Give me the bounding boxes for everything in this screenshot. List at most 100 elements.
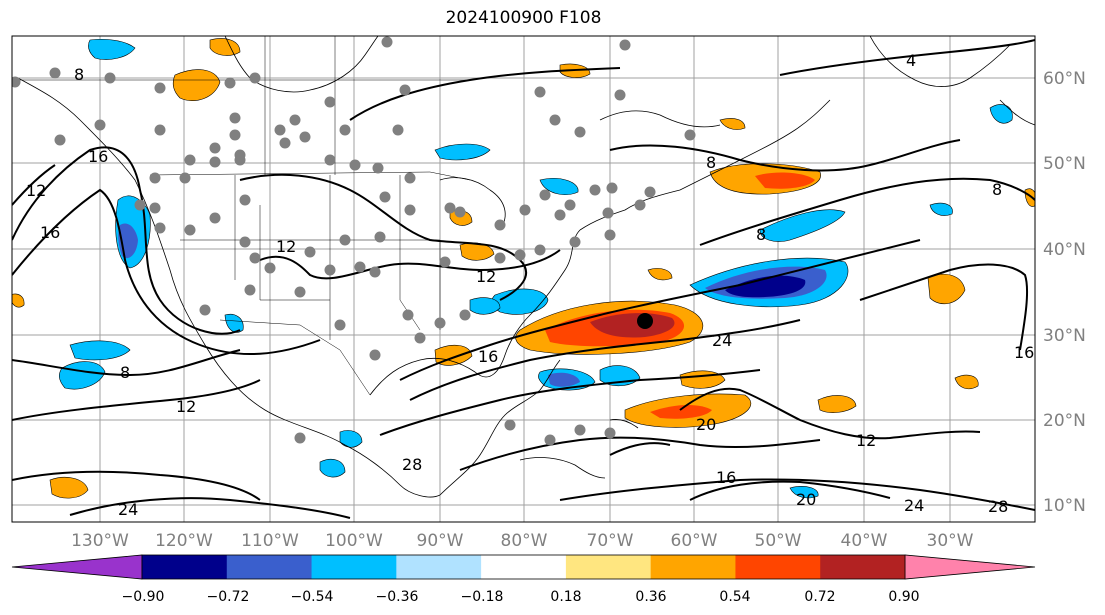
- lon-label: 130°W: [71, 531, 129, 551]
- contour: [859, 263, 1029, 351]
- coastline: [999, 99, 1035, 126]
- colorbar-segment: [650, 555, 736, 579]
- colorbar: [11, 554, 1036, 580]
- coastline: [519, 457, 606, 479]
- contour: [349, 67, 621, 121]
- station-dot: [402, 309, 414, 321]
- pos-region: [590, 313, 675, 338]
- station-dot: [392, 124, 404, 136]
- station-dot: [404, 172, 416, 184]
- colorbar-segment: [142, 555, 228, 579]
- contour-label: 24: [118, 500, 138, 519]
- contour: [779, 39, 1035, 76]
- station-dot: [604, 427, 616, 439]
- contour-label: 16: [88, 147, 108, 166]
- contour-label: 16: [1014, 343, 1034, 362]
- station-dot: [369, 349, 381, 361]
- graticule: [12, 36, 1035, 522]
- station-dot: [134, 199, 146, 211]
- map-title: 2024100900 F108: [445, 8, 602, 28]
- lat-label: 30°N: [1043, 326, 1086, 346]
- colorbar-segment: [311, 555, 397, 579]
- neg-region: [989, 104, 1013, 124]
- station-dot: [244, 284, 256, 296]
- station-dot: [249, 72, 261, 84]
- neg-region: [339, 430, 363, 448]
- lon-label: 50°W: [755, 531, 802, 551]
- political-boundaries: [18, 36, 471, 396]
- station-dot: [299, 131, 311, 143]
- coastline: [609, 419, 639, 429]
- station-dot: [154, 124, 166, 136]
- station-dot: [519, 204, 531, 216]
- station-dot: [554, 209, 566, 221]
- lon-label: 80°W: [501, 531, 548, 551]
- colorbar-tick-label: 0.90: [888, 589, 919, 605]
- station-dot: [534, 244, 546, 256]
- coastline: [439, 177, 506, 231]
- station-dot: [381, 36, 393, 48]
- station-dot: [606, 182, 618, 194]
- contour: [259, 249, 561, 280]
- colorbar-tick-label: −0.36: [376, 589, 419, 605]
- station-dot: [504, 419, 516, 431]
- neg-region: [539, 178, 579, 195]
- lon-label: 100°W: [325, 531, 383, 551]
- contour: [699, 177, 1035, 246]
- coastline: [369, 229, 581, 396]
- lon-label: 110°W: [241, 531, 299, 551]
- colorbar-tick-label: 0.54: [719, 589, 750, 605]
- neg-region: [491, 288, 549, 315]
- station-dot: [684, 129, 696, 141]
- contour: [12, 164, 56, 206]
- station-dot: [439, 256, 451, 268]
- station-dot: [249, 252, 261, 264]
- lon-label: 70°W: [587, 531, 634, 551]
- station-dot: [274, 124, 286, 136]
- border: [149, 171, 471, 181]
- station-dot: [372, 162, 384, 174]
- contour: [379, 369, 761, 436]
- station-dots: [12, 36, 696, 446]
- neg-region: [434, 143, 491, 161]
- contour-label: 24: [712, 331, 732, 350]
- station-dot: [369, 266, 381, 278]
- colorbar-tick-label: −0.90: [122, 589, 165, 605]
- station-dot: [574, 126, 586, 138]
- longitude-axis: 130°W 120°W 110°W 100°W 90°W 80°W 70°W 6…: [71, 531, 974, 551]
- station-dot: [229, 112, 241, 124]
- station-dot: [589, 184, 601, 196]
- pos-region: [650, 404, 712, 419]
- station-dot: [334, 319, 346, 331]
- contour: [559, 478, 1035, 511]
- neg-region: [469, 297, 501, 315]
- colorbar-ticks: −0.90 −0.72 −0.54 −0.36 −0.18 0.18 0.36 …: [122, 589, 920, 605]
- coastline: [579, 99, 831, 231]
- lon-label: 120°W: [155, 531, 213, 551]
- station-dot: [324, 96, 336, 108]
- station-dot: [414, 332, 426, 344]
- neg-region: [69, 340, 131, 361]
- latitude-axis: 60°N 50°N 40°N 30°N 20°N 10°N: [1043, 69, 1086, 516]
- station-dot: [234, 154, 246, 166]
- lon-label: 30°W: [927, 531, 974, 551]
- station-dot: [569, 236, 581, 248]
- station-dot: [154, 222, 166, 234]
- station-dot: [209, 142, 221, 154]
- neg-region: [789, 486, 819, 499]
- station-dot: [614, 89, 626, 101]
- station-dot: [304, 246, 316, 258]
- station-dot: [184, 224, 196, 236]
- station-dot: [434, 317, 446, 329]
- station-dot: [404, 204, 416, 216]
- station-dot: [294, 286, 306, 298]
- contour: [609, 442, 671, 456]
- station-dot: [574, 424, 586, 436]
- neg-region: [224, 313, 244, 333]
- station-dot: [379, 191, 391, 203]
- contour-label: 16: [716, 468, 736, 487]
- station-dot: [374, 231, 386, 243]
- station-dot: [604, 229, 616, 241]
- contour-label: 12: [276, 237, 296, 256]
- colorbar-segment: [226, 555, 313, 579]
